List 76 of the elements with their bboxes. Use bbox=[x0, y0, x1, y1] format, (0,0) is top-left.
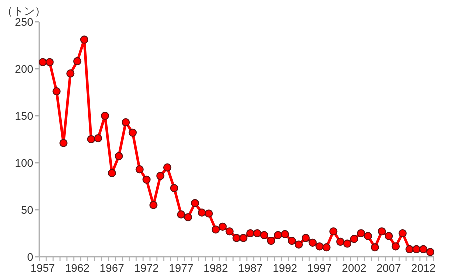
point bbox=[281, 230, 290, 238]
point bbox=[205, 210, 214, 218]
point bbox=[115, 152, 124, 160]
point bbox=[52, 88, 61, 96]
point bbox=[246, 229, 255, 238]
x-tick-label: 2012 bbox=[411, 263, 436, 275]
point bbox=[156, 172, 165, 180]
point bbox=[66, 70, 75, 78]
point bbox=[142, 176, 151, 184]
point bbox=[170, 184, 179, 192]
x-tick-label: 1962 bbox=[65, 263, 90, 275]
x-tick-label: 2002 bbox=[342, 263, 367, 275]
y-tick-label: 200 bbox=[15, 64, 34, 76]
point bbox=[267, 236, 276, 246]
point bbox=[274, 231, 282, 240]
y-tick-label: 100 bbox=[15, 158, 34, 170]
point bbox=[412, 245, 421, 254]
x-tick-label: 1982 bbox=[204, 263, 228, 275]
x-tick-label: 1987 bbox=[238, 263, 263, 275]
point bbox=[316, 242, 324, 251]
point bbox=[343, 240, 352, 248]
point bbox=[212, 226, 220, 234]
point bbox=[294, 240, 304, 249]
point bbox=[378, 228, 386, 236]
point bbox=[357, 229, 366, 238]
point bbox=[364, 232, 372, 240]
point bbox=[46, 58, 54, 66]
point bbox=[398, 229, 407, 238]
point bbox=[426, 248, 435, 256]
point bbox=[288, 236, 296, 246]
y-tick-label: 0 bbox=[27, 252, 34, 264]
point bbox=[198, 208, 206, 217]
point bbox=[80, 36, 89, 44]
y-tick-label: 250 bbox=[15, 17, 34, 29]
point bbox=[322, 244, 331, 252]
point bbox=[87, 135, 96, 144]
point bbox=[177, 210, 186, 219]
point bbox=[260, 231, 268, 240]
y-axis-title: （トン） bbox=[2, 6, 46, 18]
point bbox=[336, 238, 345, 246]
x-tick-label: 2007 bbox=[376, 263, 402, 275]
point bbox=[226, 228, 234, 236]
point bbox=[240, 234, 248, 242]
point bbox=[128, 128, 137, 137]
x-tick-label: 1992 bbox=[272, 263, 298, 275]
point bbox=[136, 166, 144, 174]
point bbox=[232, 234, 241, 242]
x-tick-label: 1957 bbox=[30, 263, 56, 275]
point bbox=[94, 134, 102, 143]
point bbox=[184, 213, 192, 222]
point bbox=[308, 238, 317, 247]
x-tick-label: 1977 bbox=[169, 263, 194, 275]
point bbox=[392, 242, 400, 251]
point bbox=[330, 228, 338, 236]
x-tick-label: 1967 bbox=[100, 263, 124, 275]
point bbox=[74, 57, 82, 66]
point bbox=[150, 201, 158, 210]
point bbox=[163, 164, 172, 172]
point bbox=[371, 244, 380, 252]
point bbox=[420, 245, 428, 254]
point bbox=[191, 199, 200, 208]
point bbox=[101, 112, 110, 120]
x-tick-label: 1972 bbox=[134, 263, 160, 275]
point bbox=[406, 245, 414, 254]
y-tick-label: 50 bbox=[21, 205, 34, 217]
point bbox=[108, 169, 116, 178]
point bbox=[38, 58, 48, 66]
point bbox=[384, 232, 394, 240]
point bbox=[218, 222, 227, 231]
point bbox=[60, 139, 68, 148]
point bbox=[122, 118, 130, 127]
point bbox=[350, 235, 358, 244]
y-tick-label: 150 bbox=[15, 111, 34, 123]
point bbox=[302, 234, 310, 242]
point bbox=[253, 229, 262, 238]
x-tick-label: 1997 bbox=[308, 263, 332, 275]
